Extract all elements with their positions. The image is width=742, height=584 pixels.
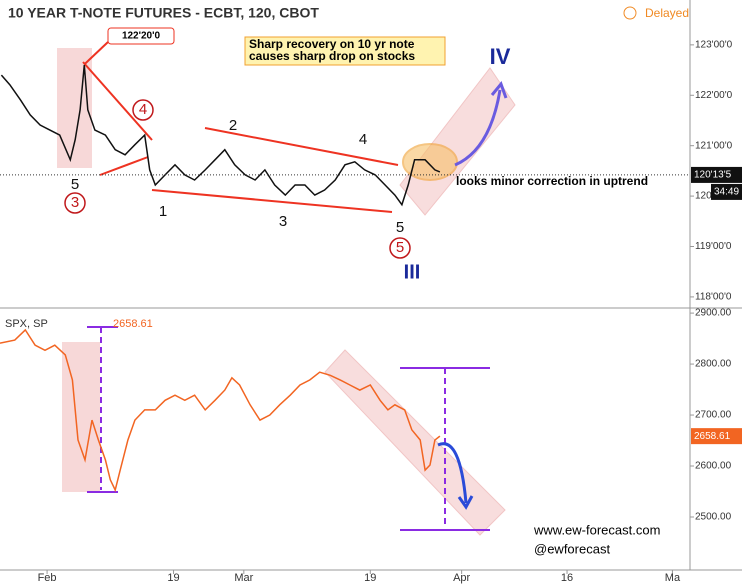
price-label: 120'13'5 — [694, 170, 732, 181]
highlight-ellipse — [402, 143, 458, 181]
trend-line — [204, 127, 399, 166]
legend-value: 2658.61 — [113, 318, 153, 330]
status: Delayed — [645, 6, 689, 20]
callout-label: 122'20'0 — [122, 31, 161, 42]
projection-arrow — [437, 442, 468, 504]
price-tag — [691, 428, 742, 445]
price-line — [0, 328, 441, 493]
wave-label: 3 — [71, 194, 79, 211]
trend-line — [82, 61, 153, 141]
x-tick-label: Mar — [234, 572, 253, 584]
x-tick-label: Apr — [453, 572, 470, 584]
y-tick-label: 123'00'0 — [695, 40, 733, 51]
x-tick-label: Feb — [38, 572, 57, 584]
y-tick-label: 2900.00 — [695, 308, 732, 319]
arrow-head — [457, 495, 474, 510]
y-tick-label: 122'00'0 — [695, 90, 733, 101]
projection-arrow — [454, 89, 502, 167]
x-tick-label: 19 — [364, 572, 376, 584]
wave-label: 4 — [139, 101, 147, 118]
wave-label: 2 — [229, 117, 237, 134]
x-tick-label: 19 — [167, 572, 179, 584]
wave-label: 5 — [396, 239, 404, 256]
note: Sharp recovery on 10 yr note — [249, 37, 415, 51]
wave-circle — [64, 192, 86, 214]
y-tick-label: 119'00'0 — [695, 241, 732, 252]
arrow-head — [490, 80, 508, 99]
note: causes sharp drop on stocks — [249, 49, 415, 63]
annotation: looks minor correction in uptrend — [456, 174, 648, 188]
y-tick-label: 2600.00 — [695, 461, 732, 472]
price-tag — [691, 166, 742, 183]
channel-box — [324, 349, 506, 536]
note-box — [244, 36, 446, 66]
watermark: www.ew-forecast.com — [533, 522, 660, 537]
timer: 34:49 — [714, 187, 739, 198]
chart-title: 10 YEAR T-NOTE FUTURES - ECBT, 120, CBOT — [8, 5, 319, 21]
wave-circle — [132, 99, 154, 121]
x-tick-label: Ma — [665, 572, 681, 584]
y-tick-label: 118'00'0 — [695, 292, 732, 303]
y-tick-label: 121'00'0 — [695, 140, 733, 151]
x-tick-label: 16 — [561, 572, 573, 584]
wave-label: III — [404, 261, 421, 283]
wave-label: 4 — [359, 131, 367, 148]
timer-tag — [711, 183, 742, 200]
wave-label: 5 — [396, 219, 404, 236]
callout-box — [107, 27, 175, 45]
highlight-box — [57, 48, 92, 168]
callout-pointer — [84, 41, 109, 65]
y-tick-label: 2700.00 — [695, 410, 732, 421]
legend-label: SPX, SP — [5, 318, 48, 330]
status-icon — [623, 6, 637, 20]
price-label: 2658.61 — [694, 431, 731, 442]
wave-label: 5 — [71, 176, 79, 193]
y-tick-label: 2800.00 — [695, 359, 732, 370]
trend-line — [151, 189, 393, 213]
wave-label: IV — [490, 44, 511, 69]
wave-label: 1 — [159, 203, 167, 220]
wave-label: 3 — [279, 213, 287, 230]
y-tick-label: 2500.00 — [695, 512, 732, 523]
trend-line — [99, 156, 149, 176]
watermark: @ewforecast — [534, 541, 610, 556]
price-line — [0, 64, 441, 207]
wave-circle — [389, 237, 411, 259]
